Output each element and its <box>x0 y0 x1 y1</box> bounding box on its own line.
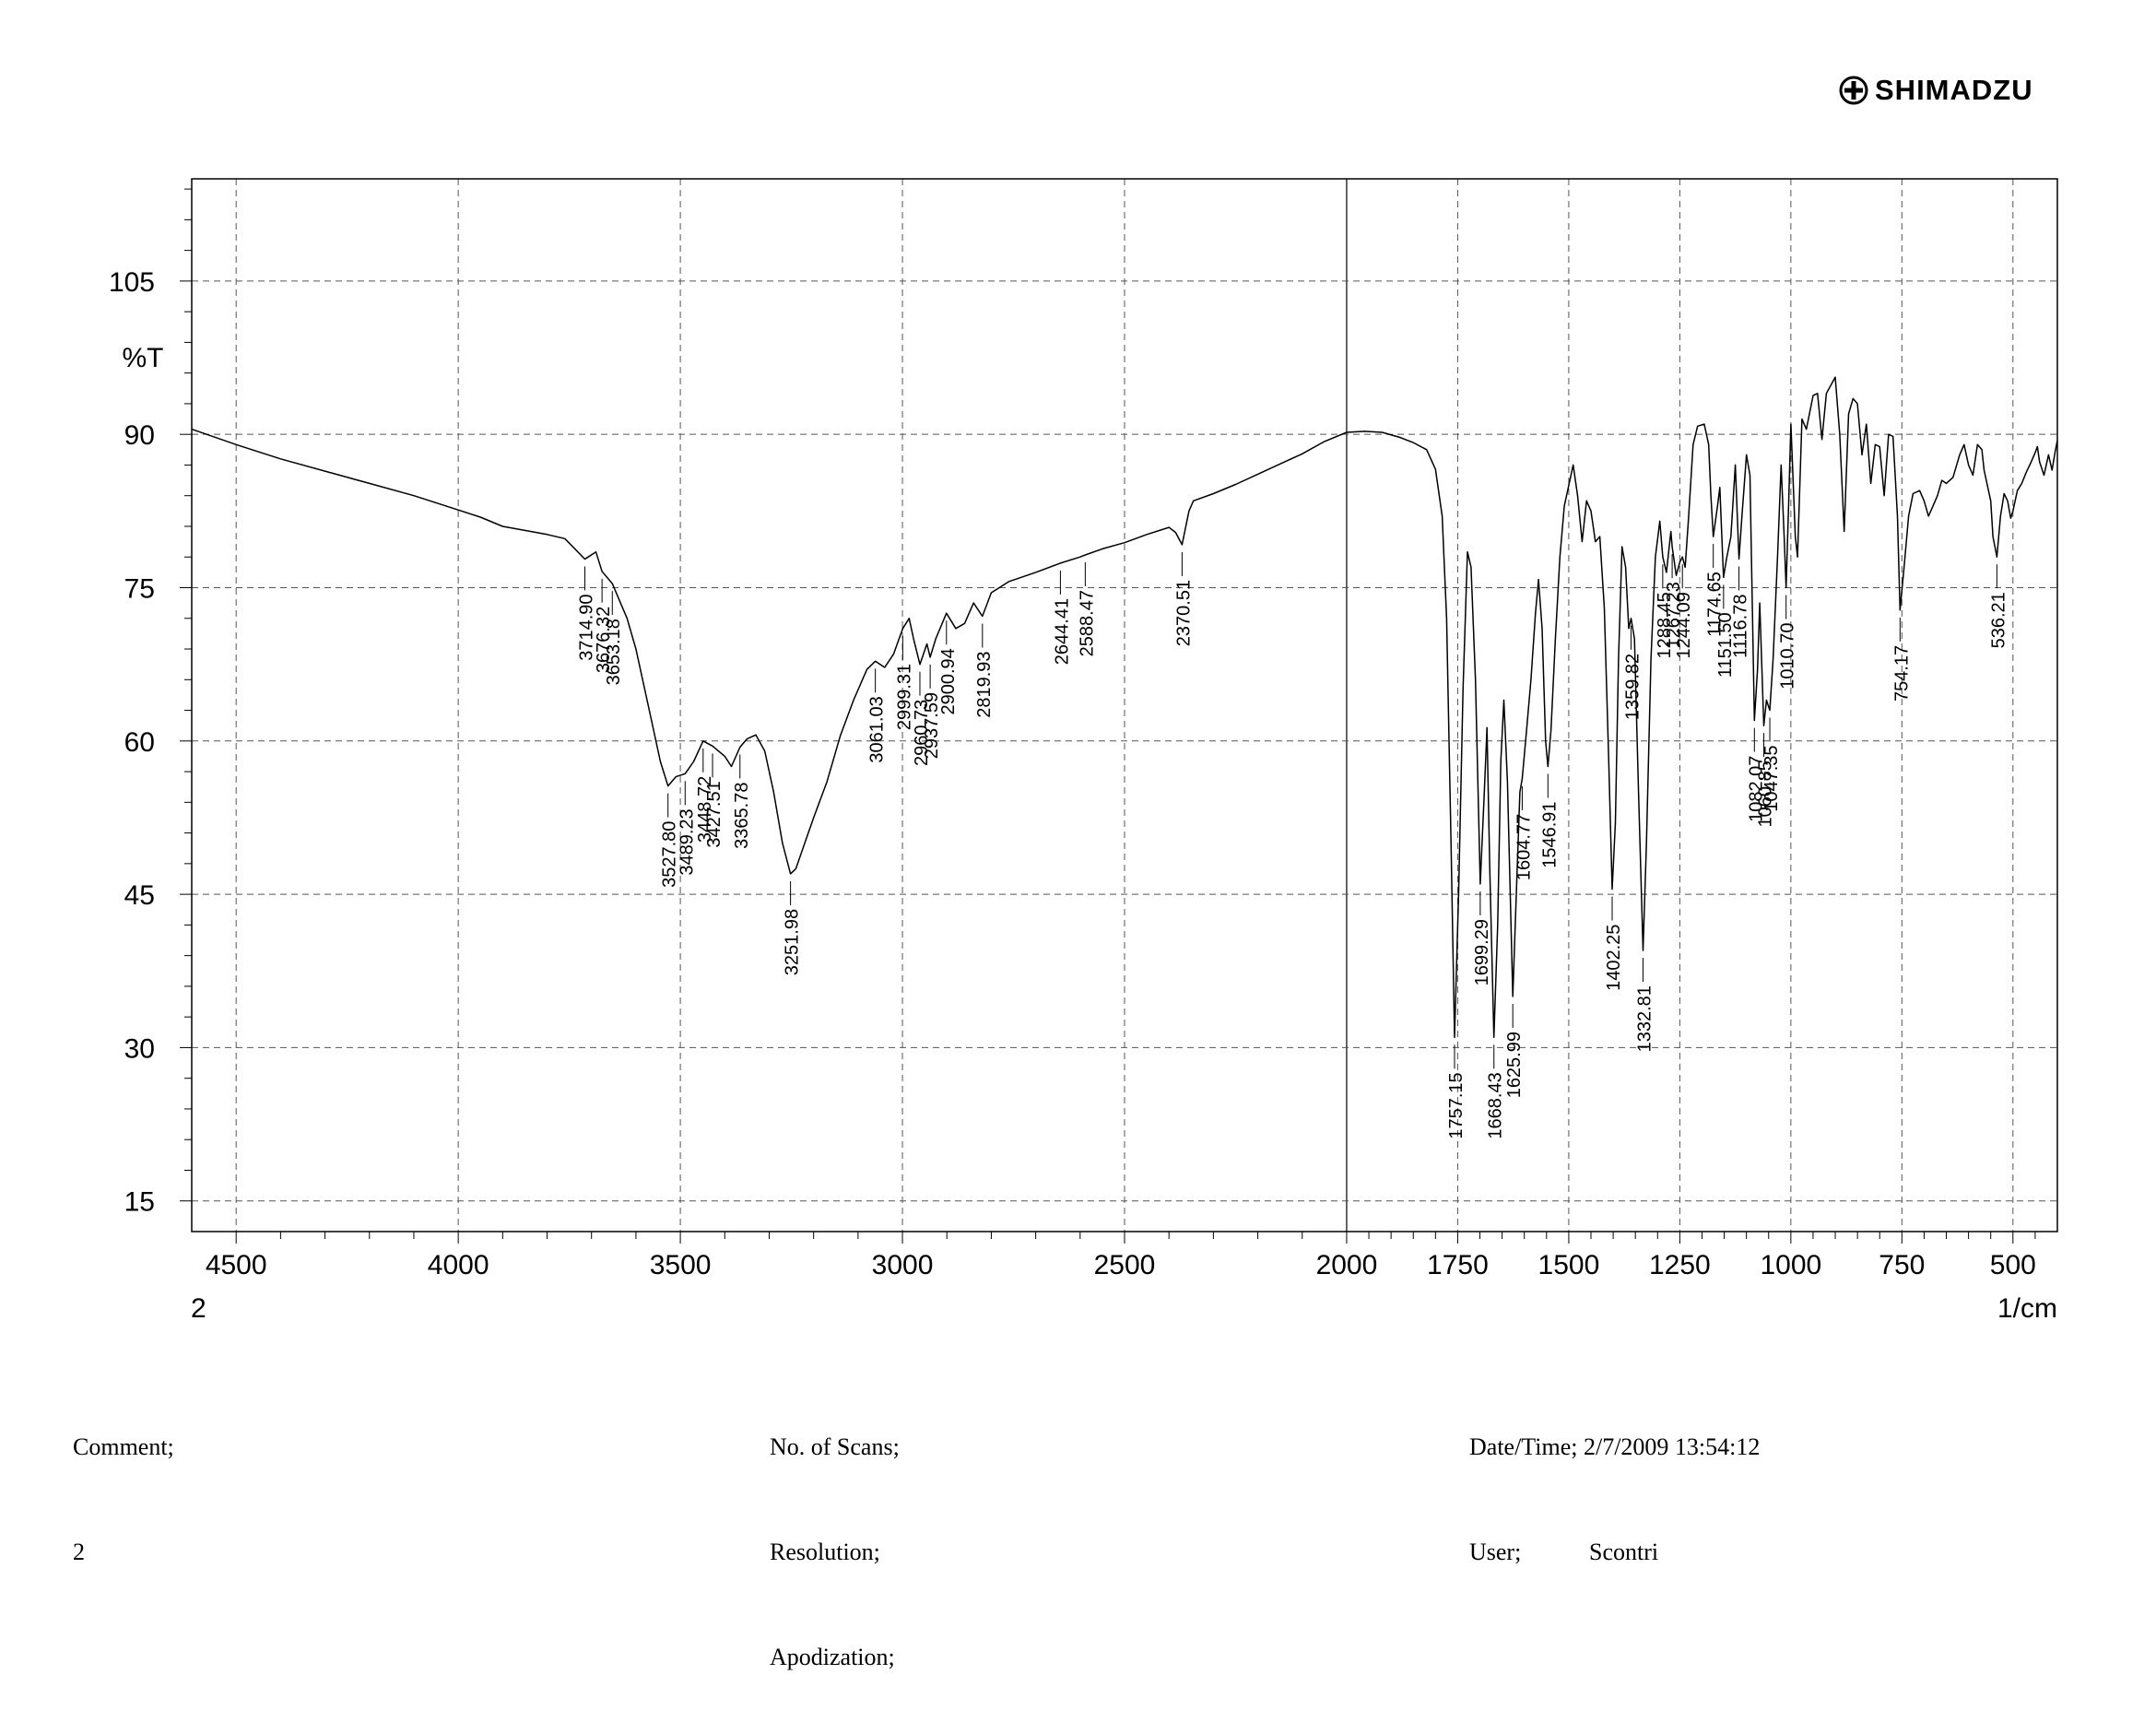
peak-label-30: 1174.65 <box>1705 572 1726 637</box>
peak-label-31: 1151.50 <box>1715 612 1736 678</box>
x-tick-label-4500: 4500 <box>206 1250 267 1280</box>
x-tick-label-2000: 2000 <box>1316 1250 1378 1280</box>
peak-label-3: 3527.80 <box>660 821 680 888</box>
ir-spectrum-chart: 4500 4000 3500 3000 2500 2000 1750 1500 1250 1000… <box>109 178 2058 1324</box>
x-tick-label-3500: 3500 <box>650 1250 712 1280</box>
peak-label-7: 3365.78 <box>732 783 752 849</box>
user-value: Scontri <box>1589 1539 1659 1565</box>
peak-label-35: 1047.35 <box>1761 745 1782 811</box>
peak-label-38: 536.21 <box>1988 592 2009 648</box>
peak-label-0: 3714.90 <box>576 594 596 660</box>
peak-label-27: 1288.45 <box>1655 592 1675 658</box>
peak-label-26: 1332.81 <box>1634 985 1655 1052</box>
peak-label-11: 2960.73 <box>912 700 932 766</box>
peak-label-12: 2937.59 <box>922 692 942 759</box>
peak-label-36: 1010.70 <box>1778 622 1798 689</box>
shimadzu-emblem-icon <box>1839 76 1868 105</box>
y-axis-label: %T <box>123 343 164 373</box>
peak-label-32: 1116.78 <box>1731 595 1751 658</box>
peak-label-15: 2644.41 <box>1052 598 1072 665</box>
peak-label-18: 1757.15 <box>1446 1072 1467 1138</box>
peak-label-34: 1060.85 <box>1755 761 1775 827</box>
x-tick-label-1500: 1500 <box>1538 1250 1600 1280</box>
comment-value: 2 <box>73 1539 85 1565</box>
sample-label: 2 <box>191 1293 206 1324</box>
y-tick-label-75: 75 <box>124 573 155 604</box>
datetime-row: Date/Time; 2/7/2009 13:54:12 <box>1469 1430 1760 1465</box>
resolution-label: Resolution; <box>770 1539 880 1565</box>
peak-label-6: 3427.51 <box>704 781 725 847</box>
y-tick-label-15: 15 <box>124 1187 155 1218</box>
peak-label-2: 3653.18 <box>604 619 624 685</box>
peak-label-33: 1082.07 <box>1746 756 1766 822</box>
datetime-label: Date/Time; <box>1469 1433 1578 1460</box>
peak-label-19: 1699.29 <box>1472 919 1492 985</box>
peak-label-14: 2819.93 <box>974 651 995 717</box>
x-tick-label-500: 500 <box>1990 1250 2036 1280</box>
comment-block: Comment; 2 <box>73 1360 174 1605</box>
x-tick-label-1250: 1250 <box>1649 1250 1711 1280</box>
peak-label-29: 1244.09 <box>1674 592 1694 658</box>
axis-layer: 4500 4000 3500 3000 2500 2000 1750 1500 1250 1000… <box>109 178 2058 1280</box>
peak-label-8: 3251.98 <box>783 909 803 975</box>
peak-label-28: 1267.23 <box>1664 582 1684 648</box>
x-tick-label-3000: 3000 <box>872 1250 934 1280</box>
y-tick-label-90: 90 <box>124 420 155 451</box>
peak-label-24: 1402.25 <box>1604 925 1624 991</box>
comment-label: Comment; <box>73 1433 174 1460</box>
shimadzu-logo: SHIMADZU <box>1838 74 2033 107</box>
peak-label-23: 1546.91 <box>1539 802 1560 868</box>
x-tick-label-1000: 1000 <box>1760 1250 1821 1280</box>
peak-label-1: 3676.32 <box>594 607 614 673</box>
peak-label-13: 2900.94 <box>938 648 959 714</box>
x-tick-label-1750: 1750 <box>1427 1250 1489 1280</box>
spectrum-line <box>191 376 2058 1039</box>
peak-label-5: 3448.72 <box>695 776 715 843</box>
peak-label-9: 3061.03 <box>867 696 888 762</box>
grid-layer <box>192 179 2057 1232</box>
user-row: User; Scontri <box>1469 1535 1760 1570</box>
peak-label-4: 3489.23 <box>677 808 697 875</box>
peak-label-10: 2999.31 <box>894 664 914 730</box>
peak-label-21: 1625.99 <box>1504 1032 1525 1098</box>
user-label: User; <box>1469 1539 1522 1565</box>
peak-label-20: 1668.43 <box>1486 1072 1506 1138</box>
x-tick-label-750: 750 <box>1879 1250 1925 1280</box>
peak-label-17: 2370.51 <box>1173 580 1194 646</box>
peak-label-16: 2588.47 <box>1077 590 1097 656</box>
x-tick-label-4000: 4000 <box>428 1250 489 1280</box>
x-axis-label: 1/cm <box>1997 1293 2057 1324</box>
datetime-value: 2/7/2009 13:54:12 <box>1583 1433 1761 1460</box>
peak-label-25: 1359.82 <box>1622 654 1643 720</box>
peak-label-22: 1604.77 <box>1514 814 1534 880</box>
apodization-label: Apodization; <box>770 1644 895 1670</box>
scan-settings-block: No. of Scans; Resolution; Apodization; <box>770 1360 900 1710</box>
peak-label-37: 754.17 <box>1891 645 1912 702</box>
y-tick-label-45: 45 <box>124 880 155 911</box>
brand-name: SHIMADZU <box>1875 74 2033 106</box>
spectrum-series <box>191 376 2058 1039</box>
scans-label: No. of Scans; <box>770 1433 900 1460</box>
y-tick-label-60: 60 <box>124 727 155 758</box>
datetime-user-block: Date/Time; 2/7/2009 13:54:12 User; Scontr… <box>1469 1360 1760 1605</box>
y-tick-label-30: 30 <box>124 1033 155 1064</box>
y-tick-label-105: 105 <box>109 267 155 298</box>
x-tick-label-2500: 2500 <box>1094 1250 1156 1280</box>
